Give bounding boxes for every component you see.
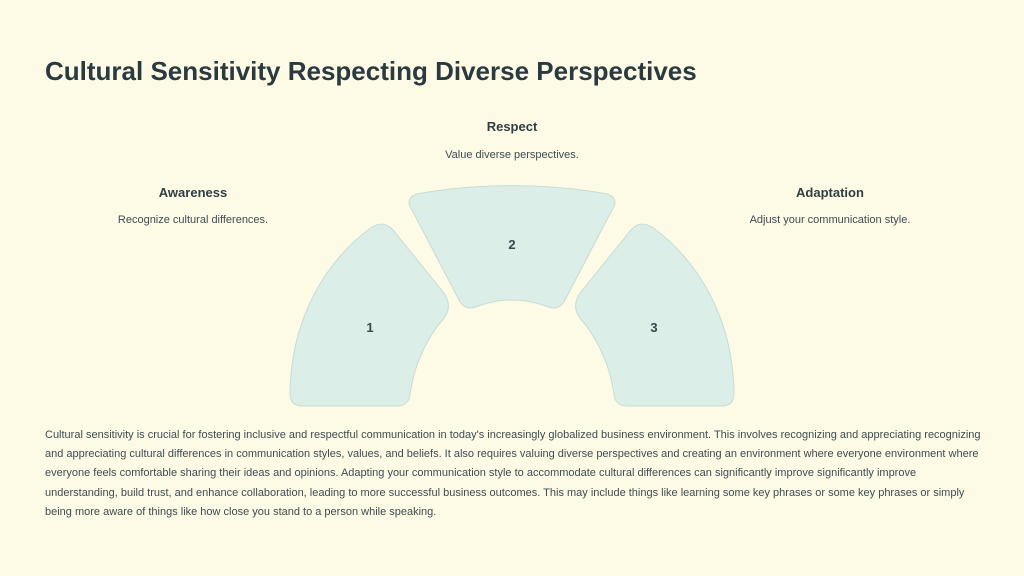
arc-segment-2 (408, 185, 616, 309)
body-paragraph: Cultural sensitivity is crucial for fost… (45, 429, 981, 518)
arc-segment-3 (575, 223, 735, 407)
stage-2-description: Value diverse perspectives. (445, 149, 579, 161)
arc-segment-1 (289, 223, 449, 407)
stage-2-heading: Respect (486, 119, 538, 134)
arc-segment-3-number: 3 (650, 320, 657, 335)
stage-1-heading: Awareness (158, 185, 228, 200)
stage-3-description: Adjust your communication style. (749, 214, 911, 226)
arc-segment-1-number: 1 (366, 320, 373, 335)
slide-title: Cultural Sensitivity Respecting Diverse … (45, 56, 697, 86)
arc-segment-2-number: 2 (508, 237, 515, 252)
stage-1-description: Recognize cultural differences. (117, 214, 269, 226)
stage-3-heading: Adaptation (796, 185, 864, 200)
